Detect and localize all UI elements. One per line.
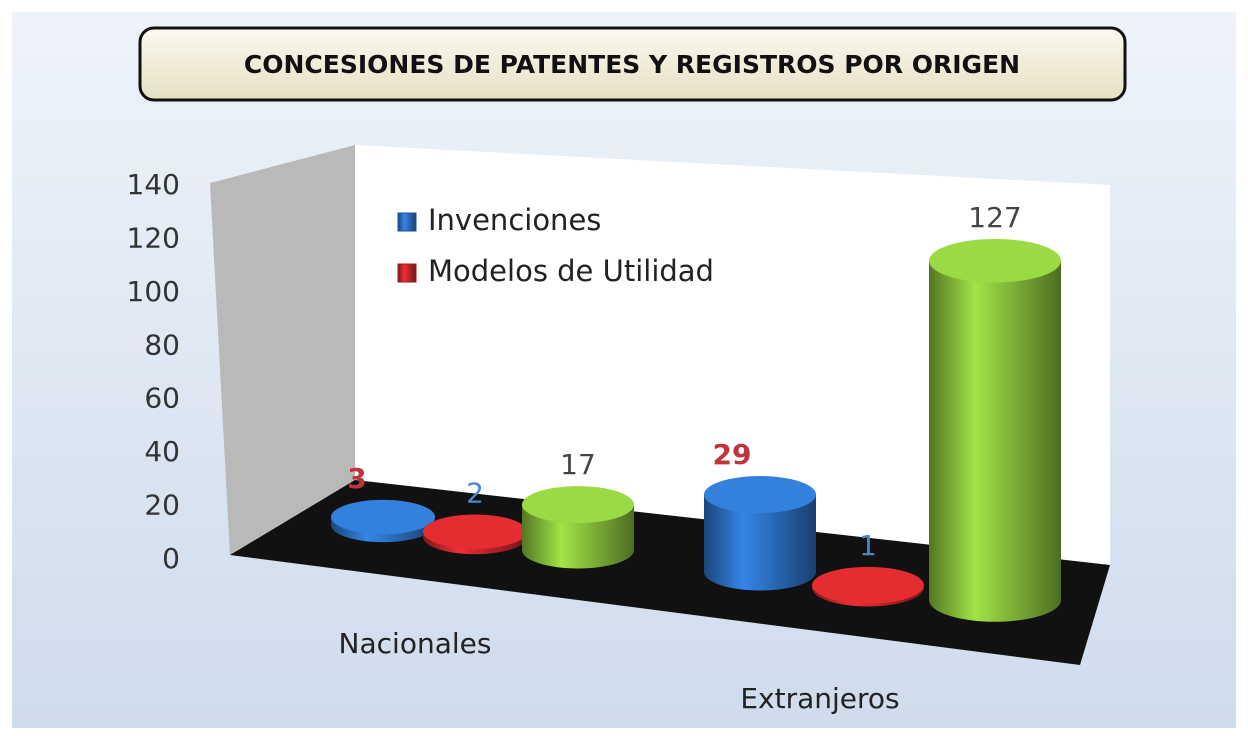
side-wall xyxy=(210,145,355,565)
data-label: 17 xyxy=(560,448,596,481)
x-tick-label: Extranjeros xyxy=(740,682,899,715)
data-label: 3 xyxy=(347,462,366,495)
chart-title: CONCESIONES DE PATENTES Y REGISTROS POR … xyxy=(244,50,1020,79)
legend-swatch xyxy=(397,263,417,283)
y-tick-label: 20 xyxy=(144,489,180,522)
legend-swatch xyxy=(397,212,417,232)
cylinder-top xyxy=(423,514,527,549)
data-label: 127 xyxy=(968,201,1021,234)
cylinder xyxy=(704,494,816,591)
data-label: 29 xyxy=(713,438,752,471)
cylinder-top xyxy=(929,238,1061,283)
cylinder-top xyxy=(704,476,816,514)
title-box xyxy=(138,26,1127,102)
y-tick-label: 100 xyxy=(127,275,180,308)
data-label: 2 xyxy=(466,476,484,509)
y-tick-label: 80 xyxy=(144,328,180,361)
x-tick-label: Nacionales xyxy=(339,627,492,660)
legend-label: Invenciones xyxy=(428,203,601,237)
cylinder-top xyxy=(522,486,634,524)
y-tick-label: 40 xyxy=(144,435,180,468)
cylinder xyxy=(929,260,1061,622)
legend: Invenciones Modelos de Utilidad xyxy=(397,203,714,288)
cylinder-top xyxy=(812,566,924,604)
back-wall xyxy=(355,145,1110,565)
y-tick-label: 60 xyxy=(144,382,180,415)
data-label: 1 xyxy=(859,529,877,562)
y-tick-label: 140 xyxy=(127,168,180,201)
cylinder-top xyxy=(331,499,435,535)
y-tick-label: 120 xyxy=(127,221,180,254)
y-tick-label: 0 xyxy=(162,542,180,575)
legend-label: Modelos de Utilidad xyxy=(428,254,714,288)
